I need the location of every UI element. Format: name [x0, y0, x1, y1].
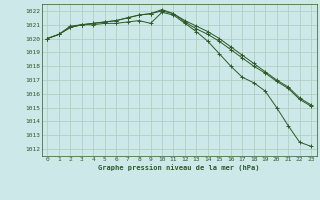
- X-axis label: Graphe pression niveau de la mer (hPa): Graphe pression niveau de la mer (hPa): [99, 164, 260, 171]
